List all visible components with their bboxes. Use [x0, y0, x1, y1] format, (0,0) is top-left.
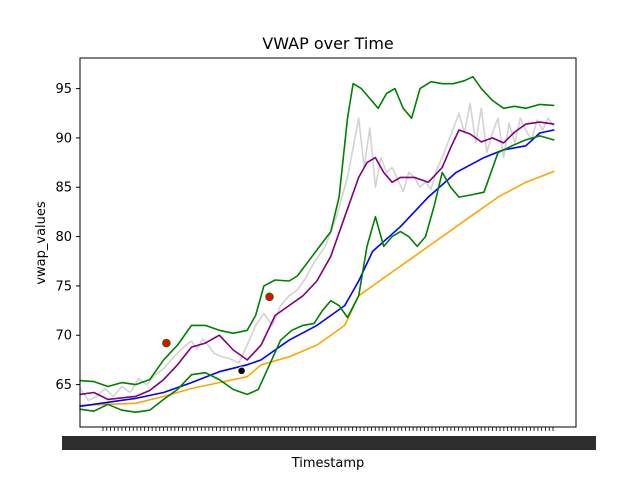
y-axis: 65 70 75 80 85 90 95 — [55, 82, 80, 393]
axes-frame — [79, 57, 577, 428]
x-axis-label: Timestamp — [291, 456, 365, 471]
chart-title: VWAP over Time — [262, 34, 394, 53]
y-tick-label-85: 85 — [55, 181, 72, 196]
series-line-1 — [79, 170, 555, 407]
series-line-3 — [79, 121, 555, 401]
y-tick-label-65: 65 — [55, 378, 72, 393]
marker-point-2 — [237, 366, 246, 376]
y-tick-label-70: 70 — [55, 329, 72, 344]
series-line-0 — [79, 102, 555, 402]
series-line-5 — [79, 135, 555, 413]
y-tick-label-90: 90 — [55, 131, 72, 146]
x-tick-labels-overlapping — [62, 436, 596, 450]
y-tick-label-80: 80 — [55, 230, 72, 245]
y-tick-label-75: 75 — [55, 279, 72, 294]
series-line-4 — [79, 75, 555, 388]
x-axis — [62, 427, 596, 450]
plot-area — [79, 75, 555, 413]
y-axis-label: vwap_values — [34, 201, 49, 285]
marker-point-1 — [265, 292, 274, 302]
marker-point-0 — [162, 338, 171, 348]
y-tick-label-95: 95 — [55, 82, 72, 97]
series-line-2 — [79, 129, 555, 408]
